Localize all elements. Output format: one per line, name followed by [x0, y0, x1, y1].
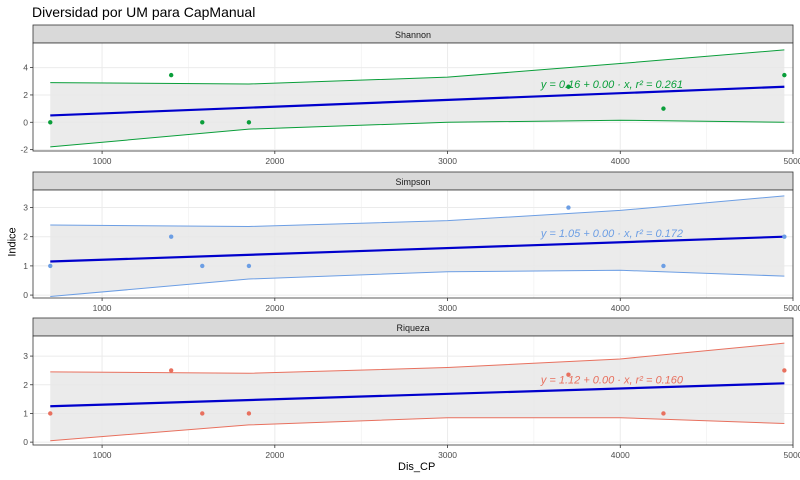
- panel-shannon: Shannon y = 0.16 + 0.00 · x, r² = 0.261 -2…: [20, 24, 800, 166]
- fit-line: [50, 85, 785, 117]
- band-lower-line: [50, 417, 785, 442]
- chart-title: Diversidad por UM para CapManual: [32, 4, 256, 20]
- data-point: [246, 263, 252, 269]
- regression-equation: y = 0.16 + 0.00 · x, r² = 0.261: [540, 79, 683, 91]
- data-point: [566, 205, 571, 210]
- panel-border: [32, 189, 794, 299]
- panel-simpson: Simpson y = 1.05 + 0.00 · x, r² = 0.172 0 1…: [23, 171, 800, 313]
- y-tick-label: 2: [23, 380, 28, 390]
- data-point: [246, 120, 252, 125]
- data-point: [566, 84, 571, 89]
- data-point: [661, 411, 666, 416]
- data-point: [661, 263, 666, 269]
- data-point: [782, 72, 787, 78]
- band-upper-line: [50, 342, 785, 374]
- confidence-band: [50, 195, 785, 297]
- x-tick-label: 2000: [265, 303, 284, 313]
- x-tick-label: 5000: [784, 303, 800, 313]
- band-upper-line: [50, 49, 785, 85]
- y-tick-label: 3: [23, 203, 28, 213]
- data-point: [782, 368, 787, 373]
- y-tick-label: 1: [23, 261, 28, 271]
- y-axis-label: Indice: [6, 227, 19, 257]
- panel-border: [32, 335, 794, 446]
- data-point: [661, 106, 666, 111]
- y-tick-label: 0: [23, 117, 28, 127]
- data-point: [782, 234, 787, 239]
- y-tick-label: 3: [23, 351, 28, 361]
- y-tick-label: 0: [23, 290, 28, 300]
- data-point: [168, 72, 174, 78]
- x-tick-label: 5000: [784, 450, 800, 460]
- x-tick-label: 4000: [611, 303, 630, 313]
- x-tick-label: 1000: [93, 156, 112, 166]
- fit-line: [50, 382, 785, 408]
- data-point: [48, 263, 53, 269]
- data-point: [566, 372, 571, 377]
- y-tick-label: 0: [23, 437, 28, 447]
- data-point: [48, 411, 53, 416]
- x-tick-label: 1000: [93, 450, 112, 460]
- data-point: [200, 411, 205, 416]
- band-lower-line: [50, 269, 785, 298]
- band-upper-line: [50, 195, 785, 227]
- x-tick-label: 5000: [784, 156, 800, 166]
- x-tick-label: 4000: [611, 450, 630, 460]
- y-tick-label: 1: [23, 408, 28, 418]
- x-axis-label: Dis_CP: [398, 461, 436, 473]
- strip-label: Shannon: [395, 30, 431, 40]
- data-point: [168, 234, 174, 239]
- strip-label: Simpson: [395, 177, 430, 187]
- panel-riqueza: Riqueza y = 1.12 + 0.00 · x, r² = 0.160 0 1…: [23, 317, 800, 460]
- data-point: [168, 368, 174, 373]
- data-point: [200, 120, 205, 125]
- x-tick-label: 3000: [438, 156, 457, 166]
- band-lower-line: [50, 119, 785, 148]
- y-tick-label: 2: [23, 232, 28, 242]
- y-tick-label: 2: [23, 90, 28, 100]
- data-point: [48, 120, 53, 125]
- x-tick-label: 4000: [611, 156, 630, 166]
- x-tick-label: 3000: [438, 450, 457, 460]
- x-tick-label: 2000: [265, 156, 284, 166]
- strip-label: Riqueza: [396, 323, 429, 333]
- confidence-band: [50, 343, 785, 441]
- data-point: [200, 263, 205, 269]
- fit-line: [50, 235, 785, 263]
- x-tick-label: 1000: [93, 303, 112, 313]
- regression-equation: y = 1.05 + 0.00 · x, r² = 0.172: [540, 228, 683, 240]
- x-tick-label: 2000: [265, 450, 284, 460]
- x-tick-label: 3000: [438, 303, 457, 313]
- panel-border: [32, 42, 794, 152]
- regression-equation: y = 1.12 + 0.00 · x, r² = 0.160: [540, 374, 684, 386]
- y-tick-label: 4: [23, 63, 28, 73]
- confidence-band: [50, 49, 785, 147]
- data-point: [246, 411, 252, 416]
- y-tick-label: -2: [20, 145, 28, 155]
